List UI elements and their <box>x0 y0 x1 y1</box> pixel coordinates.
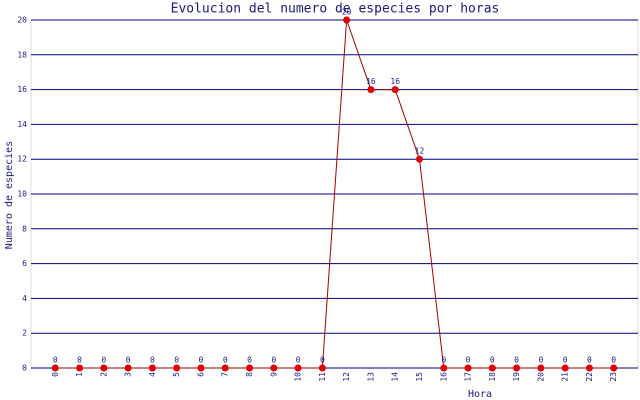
point <box>294 364 302 372</box>
point <box>148 364 156 372</box>
x-tick-label: 0 <box>51 372 60 377</box>
point <box>197 364 205 372</box>
point <box>100 364 108 372</box>
y-axis-label: Numero de especies <box>4 141 15 249</box>
x-tick-label: 14 <box>391 372 400 382</box>
point <box>585 364 593 372</box>
data-label: 0 <box>296 356 301 365</box>
point <box>124 364 132 372</box>
x-tick-label: 19 <box>512 372 521 382</box>
point <box>513 364 521 372</box>
y-tick-label: 18 <box>17 50 27 59</box>
y-tick-label: 4 <box>22 294 27 303</box>
y-tick-label: 8 <box>22 224 27 233</box>
x-axis-label: Hora <box>468 389 492 400</box>
point <box>537 364 545 372</box>
point <box>415 155 423 163</box>
data-label: 0 <box>587 356 592 365</box>
x-tick-label: 7 <box>221 372 230 377</box>
point <box>270 364 278 372</box>
y-tick-label: 10 <box>17 190 27 199</box>
line <box>55 19 614 369</box>
point <box>76 364 84 372</box>
x-tick-label: 20 <box>536 372 545 382</box>
data-label: 0 <box>199 356 204 365</box>
point <box>246 364 254 372</box>
data-label: 0 <box>174 356 179 365</box>
x-tick-label: 18 <box>488 372 497 382</box>
point <box>561 364 569 372</box>
x-tick-label: 22 <box>585 372 594 382</box>
chart-title: Evolucion del numero de especies por hor… <box>171 2 500 17</box>
point <box>391 86 399 94</box>
x-tick-label: 4 <box>148 372 157 377</box>
data-label: 0 <box>441 356 446 365</box>
data-label: 20 <box>342 8 352 17</box>
y-tick-label: 20 <box>17 16 27 25</box>
x-tick-label: 2 <box>99 372 108 377</box>
data-label: 0 <box>490 356 495 365</box>
data-label: 16 <box>390 77 400 86</box>
data-label: 0 <box>77 356 82 365</box>
x-tick-label: 11 <box>318 372 327 382</box>
data-label: 0 <box>53 356 58 365</box>
point <box>221 364 229 372</box>
x-tick-label: 12 <box>342 372 351 382</box>
x-tick-label: 15 <box>415 372 424 382</box>
point <box>440 364 448 372</box>
data-label: 0 <box>223 356 228 365</box>
data-label: 12 <box>415 147 425 156</box>
data-label: 0 <box>466 356 471 365</box>
data-label: 0 <box>563 356 568 365</box>
data-label: 0 <box>271 356 276 365</box>
data-label: 0 <box>126 356 131 365</box>
data-label: 0 <box>611 356 616 365</box>
y-tick-label: 2 <box>22 329 27 338</box>
x-tick-label: 8 <box>245 372 254 377</box>
y-tick-label: 16 <box>17 85 27 94</box>
point <box>343 16 351 24</box>
point <box>367 86 375 94</box>
x-tick-label: 13 <box>366 372 375 382</box>
data-label: 0 <box>320 356 325 365</box>
x-tick-label: 6 <box>196 372 205 377</box>
data-label: 0 <box>538 356 543 365</box>
data-label: 16 <box>366 77 376 86</box>
x-tick-label: 5 <box>172 372 181 377</box>
data-label: 0 <box>514 356 519 365</box>
point <box>318 364 326 372</box>
x-tick-label: 3 <box>124 372 133 377</box>
y-tick-label: 14 <box>17 120 27 129</box>
x-tick-label: 10 <box>294 372 303 382</box>
point <box>488 364 496 372</box>
x-tick-label: 9 <box>269 372 278 377</box>
x-tick-label: 21 <box>561 372 570 382</box>
x-tick-label: 1 <box>75 372 84 377</box>
data-label: 0 <box>101 356 106 365</box>
point <box>51 364 59 372</box>
data-label: 0 <box>247 356 252 365</box>
data-label: 0 <box>150 356 155 365</box>
x-tick-label: 16 <box>439 372 448 382</box>
point <box>610 364 618 372</box>
x-tick-label: 23 <box>609 372 618 382</box>
point <box>173 364 181 372</box>
point <box>464 364 472 372</box>
x-tick-label: 17 <box>464 372 473 382</box>
y-tick-label: 6 <box>22 259 27 268</box>
y-tick-label: 12 <box>17 155 27 164</box>
y-tick-label: 0 <box>22 364 27 373</box>
